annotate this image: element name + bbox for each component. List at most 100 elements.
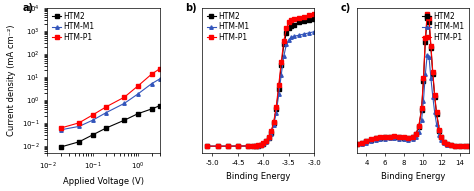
HTM2: [307, 19, 312, 21]
HTM-P1: [424, 13, 430, 15]
HTM-P1: [437, 129, 442, 131]
HTM2: [413, 133, 419, 135]
HTM-M1: [396, 138, 402, 140]
HTM2: [420, 80, 426, 82]
HTM2: [438, 136, 444, 138]
HTM-M1: [452, 145, 458, 147]
HTM-P1: [426, 17, 432, 19]
HTM-P1: [364, 140, 369, 142]
HTM2: [204, 145, 210, 147]
HTM2: [135, 112, 141, 115]
HTM-M1: [441, 142, 447, 144]
HTM-M1: [90, 119, 96, 121]
HTM2: [291, 23, 297, 26]
HTM2: [278, 64, 284, 66]
HTM-M1: [434, 123, 439, 125]
HTM-M1: [420, 100, 426, 102]
HTM2: [103, 127, 109, 129]
HTM2: [457, 145, 463, 147]
HTM-P1: [466, 145, 472, 147]
Legend: HTM2, HTM-M1, HTM-P1: HTM2, HTM-M1, HTM-P1: [51, 11, 95, 42]
Line: HTM-P1: HTM-P1: [59, 67, 161, 130]
HTM-P1: [382, 136, 388, 138]
HTM-P1: [135, 85, 141, 87]
HTM2: [245, 145, 251, 147]
HTM2: [271, 122, 276, 125]
HTM-P1: [273, 106, 279, 108]
Text: a): a): [23, 3, 34, 13]
HTM-M1: [432, 111, 438, 114]
HTM-M1: [276, 93, 282, 96]
HTM2: [428, 47, 434, 49]
HTM-P1: [307, 14, 312, 17]
HTM-P1: [278, 61, 284, 63]
HTM-M1: [406, 139, 411, 141]
HTM-P1: [396, 135, 402, 138]
HTM-M1: [268, 133, 274, 135]
HTM2: [406, 137, 411, 139]
HTM2: [250, 145, 256, 147]
HTM-P1: [354, 143, 360, 145]
HTM2: [368, 138, 374, 141]
HTM2: [437, 130, 442, 132]
HTM2: [416, 126, 421, 128]
HTM-M1: [424, 54, 430, 56]
HTM-P1: [422, 37, 428, 39]
HTM-P1: [432, 94, 438, 96]
HTM-P1: [420, 77, 426, 79]
Text: b): b): [185, 3, 197, 13]
HTM-P1: [448, 144, 454, 146]
HTM-M1: [273, 112, 279, 114]
HTM2: [441, 141, 447, 143]
HTM2: [157, 105, 163, 107]
Legend: HTM2, HTM-M1, HTM-P1: HTM2, HTM-M1, HTM-P1: [421, 11, 465, 42]
HTM-P1: [410, 136, 416, 138]
HTM-P1: [392, 135, 397, 137]
HTM2: [273, 108, 279, 111]
HTM2: [263, 140, 269, 142]
Line: HTM2: HTM2: [356, 16, 471, 148]
HTM-P1: [291, 18, 297, 20]
HTM-M1: [157, 78, 163, 80]
HTM-M1: [448, 144, 454, 146]
HTM-P1: [444, 143, 450, 145]
HTM-P1: [296, 17, 302, 19]
HTM2: [462, 145, 467, 147]
HTM2: [235, 145, 241, 147]
HTM-P1: [438, 136, 444, 138]
HTM2: [373, 137, 379, 139]
HTM-M1: [103, 111, 109, 114]
HTM-P1: [428, 45, 434, 47]
HTM-M1: [301, 33, 307, 35]
HTM-M1: [263, 141, 269, 143]
HTM-M1: [311, 31, 317, 33]
HTM2: [268, 131, 274, 134]
HTM2: [58, 146, 64, 148]
HTM-P1: [58, 127, 64, 129]
Line: HTM-P1: HTM-P1: [356, 12, 471, 148]
HTM-M1: [416, 131, 421, 133]
HTM-P1: [373, 137, 379, 139]
HTM-P1: [90, 114, 96, 116]
HTM-M1: [58, 129, 64, 131]
HTM-P1: [250, 145, 256, 147]
HTM-M1: [359, 143, 365, 145]
Line: HTM-M1: HTM-M1: [59, 77, 161, 131]
HTM-P1: [401, 136, 407, 138]
HTM-M1: [283, 43, 289, 46]
HTM-P1: [434, 111, 439, 114]
HTM-P1: [368, 138, 374, 141]
HTM-P1: [204, 145, 210, 147]
HTM2: [296, 21, 302, 23]
HTM2: [396, 136, 402, 138]
HTM2: [392, 135, 397, 138]
HTM2: [422, 40, 428, 43]
HTM2: [276, 87, 282, 90]
HTM-P1: [225, 145, 230, 147]
HTM-P1: [121, 96, 127, 98]
HTM-M1: [261, 143, 266, 145]
HTM2: [382, 136, 388, 138]
HTM-M1: [250, 145, 256, 147]
HTM2: [76, 141, 82, 143]
HTM-M1: [258, 144, 264, 146]
